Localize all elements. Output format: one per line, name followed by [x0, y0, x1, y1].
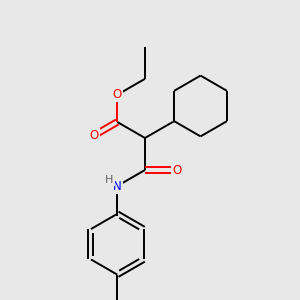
- Text: O: O: [113, 88, 122, 101]
- Text: H: H: [105, 175, 113, 185]
- Text: O: O: [172, 164, 182, 176]
- Text: O: O: [89, 129, 98, 142]
- Text: N: N: [113, 179, 122, 193]
